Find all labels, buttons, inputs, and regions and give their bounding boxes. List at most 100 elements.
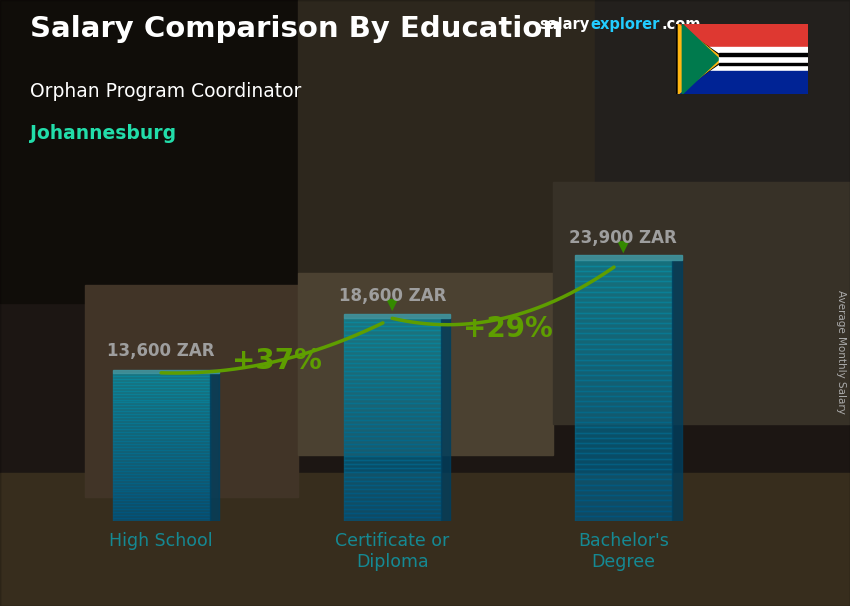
Bar: [343, 330, 440, 335]
Bar: [112, 379, 210, 382]
Bar: [343, 461, 440, 464]
Bar: [112, 504, 210, 507]
Bar: [112, 453, 210, 456]
Bar: [112, 462, 210, 465]
Bar: [112, 477, 210, 479]
Text: 18,600 ZAR: 18,600 ZAR: [338, 287, 446, 305]
Bar: [343, 509, 440, 513]
Bar: [112, 382, 210, 385]
Bar: [112, 468, 210, 471]
Bar: [112, 482, 210, 485]
Bar: [575, 307, 672, 313]
Bar: [112, 429, 210, 432]
Text: explorer: explorer: [591, 17, 660, 32]
Bar: [112, 435, 210, 438]
Bar: [112, 441, 210, 444]
Bar: [343, 359, 440, 363]
Bar: [676, 24, 807, 47]
Text: salary: salary: [540, 17, 590, 32]
Bar: [343, 314, 450, 318]
Bar: [343, 375, 440, 379]
Text: Salary Comparison By Education: Salary Comparison By Education: [30, 15, 563, 43]
Bar: [575, 323, 672, 328]
Bar: [112, 388, 210, 391]
Bar: [343, 493, 440, 497]
Bar: [575, 313, 672, 318]
Text: Average Monthly Salary: Average Monthly Salary: [836, 290, 846, 413]
Bar: [343, 476, 440, 481]
Bar: [719, 54, 808, 64]
Text: Johannesburg: Johannesburg: [30, 124, 176, 143]
Text: 13,600 ZAR: 13,600 ZAR: [107, 342, 215, 360]
Bar: [575, 318, 672, 323]
Bar: [575, 276, 672, 281]
Bar: [575, 516, 672, 521]
Bar: [575, 281, 672, 287]
Bar: [575, 396, 672, 401]
Bar: [112, 418, 210, 421]
Bar: [575, 459, 672, 464]
Bar: [343, 488, 440, 493]
Bar: [676, 71, 807, 94]
Bar: [112, 518, 210, 521]
Bar: [676, 47, 807, 71]
Bar: [343, 481, 440, 485]
Bar: [112, 426, 210, 429]
Bar: [575, 495, 672, 501]
Bar: [575, 349, 672, 355]
Bar: [112, 396, 210, 399]
Bar: [112, 491, 210, 494]
Bar: [343, 318, 440, 322]
Bar: [575, 422, 672, 427]
Bar: [575, 287, 672, 291]
Bar: [112, 376, 210, 379]
Bar: [575, 407, 672, 411]
Bar: [575, 401, 672, 407]
Bar: [575, 355, 672, 359]
Text: 23,900 ZAR: 23,900 ZAR: [570, 229, 677, 247]
Bar: [575, 385, 672, 391]
Bar: [112, 501, 210, 504]
Bar: [575, 391, 672, 396]
Bar: [343, 501, 440, 505]
Bar: [343, 408, 440, 411]
Bar: [575, 381, 672, 385]
Polygon shape: [676, 24, 726, 94]
Bar: [112, 423, 210, 426]
Text: Orphan Program Coordinator: Orphan Program Coordinator: [30, 82, 301, 101]
Bar: [112, 485, 210, 488]
Bar: [575, 344, 672, 349]
Bar: [112, 494, 210, 498]
Bar: [343, 342, 440, 347]
Bar: [112, 411, 210, 415]
Bar: [343, 327, 440, 330]
Bar: [575, 291, 672, 297]
Bar: [575, 333, 672, 339]
Bar: [343, 404, 440, 408]
Bar: [343, 517, 440, 521]
Bar: [343, 513, 440, 517]
Bar: [575, 433, 672, 438]
Bar: [575, 411, 672, 417]
Bar: [575, 479, 672, 485]
Bar: [112, 393, 210, 396]
Bar: [343, 456, 440, 461]
Bar: [112, 432, 210, 435]
Bar: [343, 485, 440, 488]
Bar: [112, 507, 210, 509]
Bar: [112, 474, 210, 477]
Bar: [112, 438, 210, 441]
Bar: [112, 373, 210, 376]
Bar: [112, 399, 210, 402]
Bar: [112, 488, 210, 491]
Bar: [112, 402, 210, 405]
Bar: [343, 452, 440, 456]
Bar: [575, 501, 672, 505]
Bar: [343, 367, 440, 371]
Bar: [343, 420, 440, 424]
Bar: [343, 505, 440, 509]
Bar: [112, 408, 210, 411]
Text: +37%: +37%: [232, 347, 321, 375]
Bar: [343, 335, 440, 339]
Bar: [112, 479, 210, 482]
